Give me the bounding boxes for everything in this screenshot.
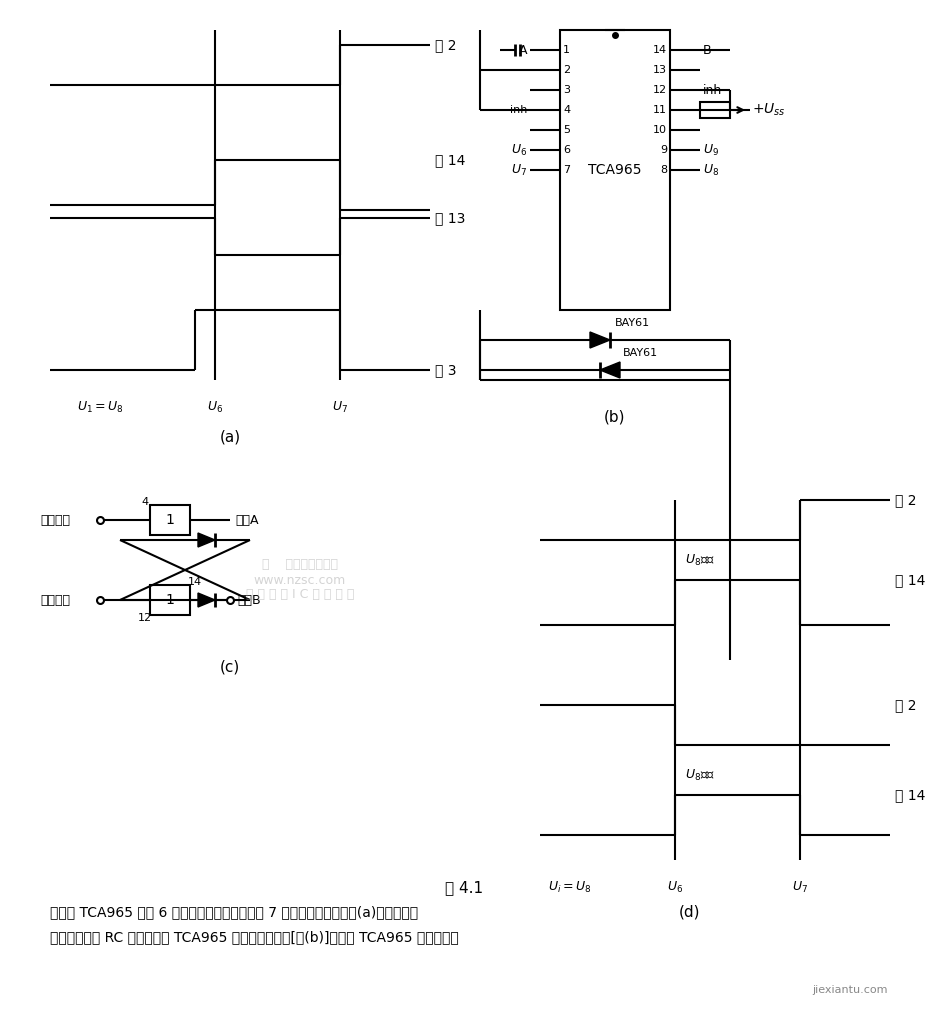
Text: 9: 9 (659, 145, 667, 155)
Bar (150, 585, 190, 615)
Text: 6: 6 (563, 145, 569, 155)
Text: 12: 12 (653, 85, 667, 95)
Text: $U_6$: $U_6$ (667, 880, 682, 895)
Text: B: B (703, 44, 711, 56)
Text: 14: 14 (653, 45, 667, 55)
Bar (150, 505, 190, 535)
Text: 禁止输入: 禁止输入 (40, 514, 70, 527)
Text: 脚 2: 脚 2 (894, 493, 916, 507)
Text: 州    缘库电子市场网
www.nzsc.com
全 球 最 大 I C 采 购 网 站: 州 缘库电子市场网 www.nzsc.com 全 球 最 大 I C 采 购 网… (246, 559, 354, 602)
Text: 脚 2: 脚 2 (435, 38, 456, 52)
Text: $U_8$上升: $U_8$上升 (684, 552, 714, 568)
Text: $U_6$: $U_6$ (510, 142, 527, 158)
Text: (b): (b) (603, 410, 625, 425)
Text: 1: 1 (165, 593, 174, 607)
Bar (559, 30, 669, 310)
Text: 图 4.1: 图 4.1 (444, 880, 483, 895)
Text: inh: inh (509, 105, 527, 115)
Text: 3: 3 (563, 85, 569, 95)
Text: 13: 13 (653, 65, 667, 75)
Text: 11: 11 (653, 105, 667, 115)
Bar (699, 102, 730, 118)
Text: 脚 2: 脚 2 (894, 698, 916, 712)
Text: 波形。再用带 RC 储存功能的 TCA965 代替两个二极管[图(b)]，即将 TCA965 内部的反相: 波形。再用带 RC 储存功能的 TCA965 代替两个二极管[图(b)]，即将 … (50, 930, 458, 944)
Text: 如果在 TCA965 的脚 6 上加窗口下沿电压，而脚 7 加上沿电压，则有图(a)所示的输出: 如果在 TCA965 的脚 6 上加窗口下沿电压，而脚 7 加上沿电压，则有图(… (50, 905, 418, 919)
Text: 脚 3: 脚 3 (435, 363, 456, 377)
Text: 脚 13: 脚 13 (435, 211, 464, 225)
Text: A: A (518, 44, 527, 56)
Text: 输出A: 输出A (235, 514, 259, 527)
Polygon shape (197, 533, 215, 547)
Text: $+ U_{ss}$: $+ U_{ss}$ (751, 102, 785, 119)
Text: 1: 1 (165, 513, 174, 527)
Text: $U_8$下降: $U_8$下降 (684, 767, 714, 783)
Text: $U_1 = U_8$: $U_1 = U_8$ (77, 400, 123, 415)
Text: $U_8$: $U_8$ (703, 163, 718, 178)
Text: $U_7$: $U_7$ (511, 163, 527, 178)
Text: $U_9$: $U_9$ (703, 142, 718, 158)
Text: 5: 5 (563, 125, 569, 135)
Text: 禁止输入: 禁止输入 (40, 593, 70, 607)
Text: $U_i = U_8$: $U_i = U_8$ (548, 880, 591, 895)
Polygon shape (600, 362, 619, 379)
Text: $U_6$: $U_6$ (207, 400, 222, 415)
Text: 输出B: 输出B (236, 593, 260, 607)
Text: BAY61: BAY61 (615, 318, 650, 328)
Text: 4: 4 (141, 497, 148, 507)
Text: 14: 14 (188, 577, 202, 587)
Text: 脚 14: 脚 14 (435, 153, 464, 167)
Text: 脚 14: 脚 14 (894, 573, 924, 587)
Text: $U_7$: $U_7$ (791, 880, 807, 895)
Text: 10: 10 (653, 125, 667, 135)
Text: BAY61: BAY61 (622, 348, 657, 358)
Text: (d): (d) (679, 905, 700, 920)
Text: 1: 1 (563, 45, 569, 55)
Text: inh: inh (703, 84, 721, 96)
Polygon shape (590, 332, 609, 348)
Text: 2: 2 (563, 65, 569, 75)
Text: TCA965: TCA965 (588, 163, 641, 177)
Text: 4: 4 (563, 105, 569, 115)
Text: 8: 8 (659, 165, 667, 175)
Text: 7: 7 (563, 165, 569, 175)
Text: jiexiantu.com: jiexiantu.com (811, 985, 887, 995)
Text: 12: 12 (138, 613, 152, 623)
Text: 脚 14: 脚 14 (894, 788, 924, 802)
Polygon shape (197, 593, 215, 607)
Text: (a): (a) (219, 430, 240, 445)
Text: $U_7$: $U_7$ (332, 400, 348, 415)
Text: (c): (c) (220, 660, 240, 675)
